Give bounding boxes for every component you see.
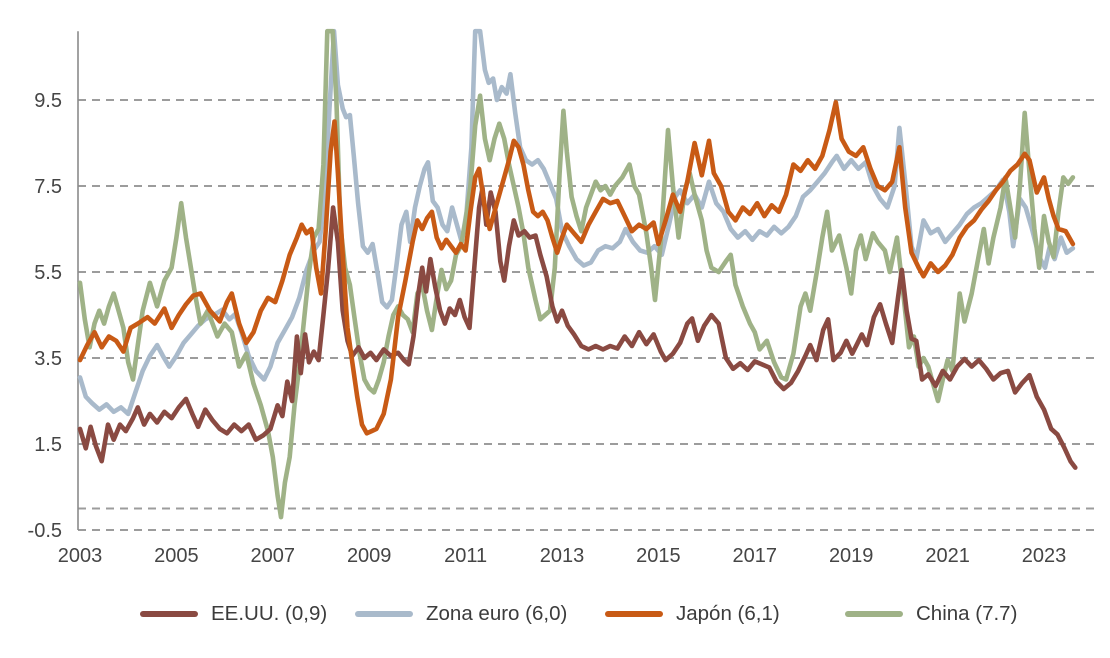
legend-label-zona-euro: Zona euro (6,0)	[426, 602, 568, 625]
x-tick-label: 2013	[540, 545, 585, 567]
series-lines	[77, 28, 1078, 520]
x-tick-label: 2017	[733, 545, 778, 567]
legend-item-zona-euro: Zona euro (6,0)	[355, 598, 567, 630]
y-tick-label: 9.5	[34, 90, 62, 112]
legend-swatch-eeuu	[140, 611, 198, 617]
legend-item-eeuu: EE.UU. (0,9)	[140, 598, 327, 630]
legend-item-japon: Japón (6,1)	[605, 598, 780, 630]
x-tick-label: 2009	[347, 545, 392, 567]
legend-item-china: China (7.7)	[845, 598, 1017, 630]
y-tick-label: 5.5	[34, 262, 62, 284]
series-line-zona-euro	[77, 28, 1076, 417]
x-tick-label: 2023	[1022, 545, 1067, 567]
x-tick-label: 2015	[636, 545, 681, 567]
chart-legend: EE.UU. (0,9) Zona euro (6,0) Japón (6,1) Ch…	[0, 598, 1110, 638]
x-tick-label: 2019	[829, 545, 874, 567]
y-tick-label: 3.5	[34, 348, 62, 370]
x-tick-label: 2007	[251, 545, 296, 567]
x-axis: 2003 2005 2007 2009 2011 2013 2015 2017 2019 2021…	[58, 545, 1067, 567]
legend-label-china: China (7.7)	[916, 602, 1018, 625]
x-tick-label: 2003	[58, 545, 103, 567]
y-tick-label: 7.5	[34, 176, 62, 198]
series-line-eeuu	[77, 185, 1078, 470]
legend-swatch-china	[845, 611, 903, 617]
legend-swatch-japon	[605, 611, 663, 617]
x-tick-label: 2005	[154, 545, 199, 567]
y-tick-label: 1.5	[34, 434, 62, 456]
x-tick-label: 2011	[444, 545, 487, 567]
x-tick-label: 2021	[925, 545, 970, 567]
legend-label-japon: Japón (6,1)	[676, 602, 780, 625]
legend-swatch-zona-euro	[355, 611, 413, 617]
y-axis: 9.5 7.5 5.5 3.5 1.5 -0.5	[28, 31, 79, 542]
y-tick-label: -0.5	[28, 520, 62, 542]
series-line-japon	[77, 99, 1076, 436]
legend-label-eeuu: EE.UU. (0,9)	[211, 602, 328, 625]
